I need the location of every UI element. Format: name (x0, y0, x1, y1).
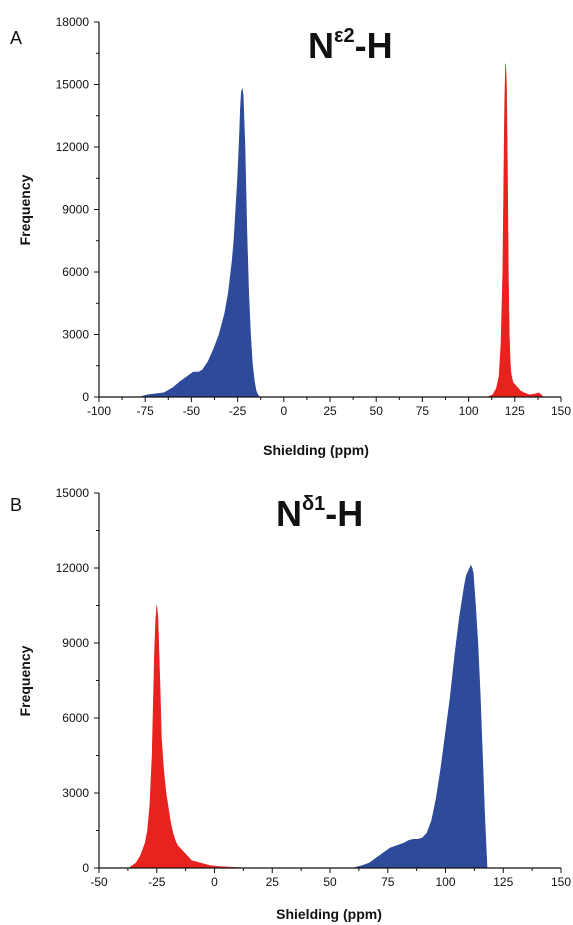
x-tick-label-a: 125 (505, 404, 525, 418)
y-tick-label-a: 3000 (62, 328, 89, 342)
x-tick-label-a: 25 (323, 404, 337, 418)
panel-title-b-base: N (276, 493, 302, 534)
y-axis-title-a: Frequency (17, 174, 33, 245)
x-tick-label-b: 50 (323, 875, 337, 889)
panel-letter-a: A (10, 28, 22, 48)
plot-area-b: -50 -25 0 25 50 75 100 125 150 0 3000 6000 9000 12000… (56, 486, 572, 889)
panel-title-b-suffix: -H (325, 493, 363, 534)
x-tick-label-a: 100 (459, 404, 479, 418)
x-tick-label-a: -100 (87, 404, 111, 418)
y-tick-label-b: 9000 (62, 636, 89, 650)
x-tick-label-b: -25 (148, 875, 166, 889)
plot-area-a: -100 -75 -50 -25 0 25 50 75 100 125 150 0 3000 6000 90… (56, 15, 572, 418)
panel-title-a-suffix: -H (355, 25, 393, 66)
x-tick-label-a: -50 (183, 404, 201, 418)
x-tick-label-b: -50 (90, 875, 108, 889)
x-tick-label-a: -25 (229, 404, 247, 418)
x-tick-label-b: 100 (435, 875, 455, 889)
x-tick-label-b: 0 (211, 875, 218, 889)
y-tick-label-a: 0 (82, 390, 89, 404)
y-tick-label-b: 0 (82, 861, 89, 875)
panel-title-b-sup: δ1 (302, 493, 325, 515)
x-tick-label-a: 150 (551, 404, 571, 418)
y-axis-title-b: Frequency (17, 645, 33, 716)
x-tick-label-b: 25 (266, 875, 280, 889)
x-tick-label-a: 50 (370, 404, 384, 418)
y-tick-label-a: 12000 (56, 140, 90, 154)
y-tick-label-a: 9000 (62, 203, 89, 217)
y-tick-label-a: 15000 (56, 78, 90, 92)
panel-title-a-sup: ε2 (334, 25, 355, 47)
panel-a: A Nε2-H -100 -75 -50 -25 0 25 50 75 100 125 150 0 30… (10, 15, 571, 458)
panel-title-a-base: N (308, 25, 334, 66)
x-tick-label-b: 125 (493, 875, 513, 889)
y-tick-label-b: 12000 (56, 561, 90, 575)
y-tick-label-a: 6000 (62, 265, 89, 279)
y-tick-label-a: 18000 (56, 15, 90, 29)
x-tick-label-b: 150 (551, 875, 571, 889)
y-tick-label-b: 6000 (62, 711, 89, 725)
panel-letter-b: B (10, 495, 22, 515)
panel-title-b: Nδ1-H (276, 493, 363, 534)
x-tick-label-a: 75 (416, 404, 430, 418)
y-tick-label-b: 3000 (62, 786, 89, 800)
y-tick-label-b: 15000 (56, 486, 90, 500)
series-area-a-blue (139, 88, 261, 398)
series-area-b-blue (353, 564, 488, 869)
series-area-b-red (128, 605, 247, 869)
panel-b: B Nδ1-H -50 -25 0 25 50 75 100 125 150 0 3000 6000 9… (10, 486, 571, 922)
x-tick-label-a: 0 (280, 404, 287, 418)
panel-title-a: Nε2-H (308, 25, 393, 66)
x-tick-label-a: -75 (137, 404, 155, 418)
x-tick-label-b: 75 (381, 875, 395, 889)
x-axis-title-a: Shielding (ppm) (263, 442, 369, 458)
x-axis-title-b: Shielding (ppm) (276, 906, 382, 922)
series-area-a-red (486, 63, 545, 398)
